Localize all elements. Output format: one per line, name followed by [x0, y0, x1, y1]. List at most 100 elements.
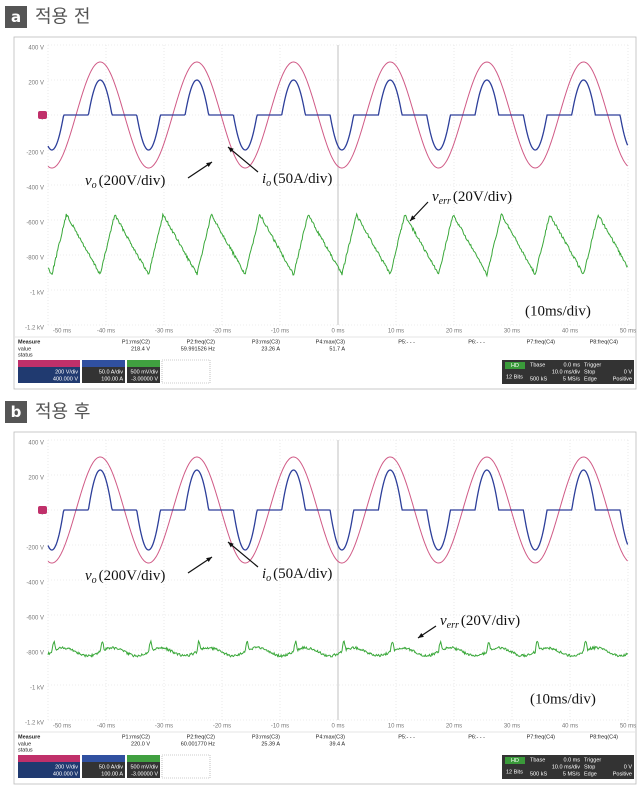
measure-param: P4:max(C3): [316, 339, 346, 345]
x-tick-label: -40 ms: [97, 724, 115, 730]
y-tick-label: -400 V: [26, 186, 44, 192]
io-label-scale: (50A/div): [273, 171, 332, 187]
y-tick-label: -1 kV: [30, 686, 44, 692]
trigger-title: Trigger: [584, 362, 601, 368]
measure-param: P4:max(C3): [316, 734, 346, 740]
y-tick-label: -200 V: [26, 151, 44, 157]
timebase-samples: 500 kS: [530, 771, 547, 777]
x-tick-label: 50 ms: [620, 724, 636, 730]
y-tick-label: -800 V: [26, 256, 44, 262]
x-tick-label: 20 ms: [446, 724, 462, 730]
measure-param: P6:- - -: [468, 734, 485, 740]
y-tick-label: -400 V: [26, 581, 44, 587]
vo-label-subscript: o: [92, 180, 97, 191]
x-tick-label: 10 ms: [388, 724, 404, 730]
measure-param: P2:freq(C2): [187, 734, 216, 740]
y-tick-label: 400 V: [28, 46, 44, 52]
acq-mode: HD: [511, 758, 519, 764]
io-label-scale: (50A/div): [273, 566, 332, 582]
timebase-rate: 5 MS/s: [563, 376, 580, 382]
trigger-type: Edge: [584, 771, 597, 777]
verr-label-scale: (20V/div): [461, 613, 520, 629]
measure-param: P8:freq(C4): [590, 734, 619, 740]
y-tick-label: -800 V: [26, 651, 44, 657]
trigger-mode: Stop: [584, 764, 595, 770]
timebase-delay: 0.0 ms: [563, 757, 580, 763]
channel-scale: 50.0 A/div: [99, 764, 123, 770]
y-tick-label: -200 V: [26, 546, 44, 552]
x-tick-label: -10 ms: [271, 329, 289, 335]
y-tick-label: 200 V: [28, 81, 44, 87]
acq-mode: HD: [511, 363, 519, 369]
channel-offset: 100.00 A: [101, 376, 123, 382]
measure-param: P2:freq(C2): [187, 339, 216, 345]
verr-label-subscript: err: [447, 620, 459, 631]
channel-marker: [38, 506, 47, 514]
x-tick-label: 40 ms: [562, 329, 578, 335]
measure-param: P6:- - -: [468, 339, 485, 345]
y-tick-label: -1.2 kV: [25, 326, 44, 332]
scope-screen: [14, 37, 636, 389]
verr-label-subscript: err: [439, 196, 451, 207]
y-tick-label: 400 V: [28, 441, 44, 447]
time-scale-label: (10ms/div): [525, 303, 591, 319]
channel-header: [82, 755, 125, 762]
trigger-level: 0 V: [624, 369, 633, 375]
channel-scale: 200 V/div: [55, 369, 78, 375]
measure-value: 39.4 A: [329, 741, 345, 747]
channel-offset: 400.000 V: [53, 771, 78, 777]
measure-title: Measure: [18, 734, 40, 740]
vo-label-scale: (200V/div): [99, 568, 166, 584]
channel-offset: 400.000 V: [53, 376, 78, 382]
acq-bits: 12 Bits: [506, 374, 523, 380]
y-tick-label: -600 V: [26, 616, 44, 622]
measure-value: 60.001770 Hz: [181, 741, 215, 747]
x-tick-label: 30 ms: [504, 724, 520, 730]
x-tick-label: 40 ms: [562, 724, 578, 730]
io-label: io(50A/div): [262, 566, 332, 584]
x-tick-label: -20 ms: [213, 329, 231, 335]
trigger-type: Edge: [584, 376, 597, 382]
acq-bits: 12 Bits: [506, 769, 523, 775]
measure-param: P1:rms(C2): [122, 734, 150, 740]
measure-param: P8:freq(C4): [590, 339, 619, 345]
x-tick-label: -10 ms: [271, 724, 289, 730]
vo-label-subscript: o: [92, 575, 97, 586]
timebase-title: Tbase: [530, 362, 545, 368]
measure-value: 218.4 V: [131, 346, 150, 352]
measure-param: P1:rms(C2): [122, 339, 150, 345]
x-tick-label: 0 ms: [331, 329, 344, 335]
channel-offset: 100.00 A: [101, 771, 123, 777]
x-tick-label: -40 ms: [97, 329, 115, 335]
timebase-delay: 0.0 ms: [563, 362, 580, 368]
measure-value: 51.7 A: [329, 346, 345, 352]
measure-row-label: status: [18, 352, 33, 358]
channel-offset: -3.00000 V: [131, 376, 158, 382]
vo-label-scale: (200V/div): [99, 173, 166, 189]
timebase-scale: 10.0 ms/div: [552, 764, 580, 770]
panel-title: 적용 후: [35, 402, 90, 423]
io-label-subscript: o: [266, 178, 271, 189]
measure-row-label: status: [18, 747, 33, 753]
channel-header: [127, 360, 160, 367]
timebase-rate: 5 MS/s: [563, 771, 580, 777]
io-label: io(50A/div): [262, 171, 332, 189]
channel-header: [18, 755, 80, 762]
measure-value: 23.26 A: [261, 346, 280, 352]
y-tick-label: -600 V: [26, 221, 44, 227]
x-tick-label: -30 ms: [155, 329, 173, 335]
x-tick-label: 30 ms: [504, 329, 520, 335]
x-tick-label: -20 ms: [213, 724, 231, 730]
figure: a적용 전400 V200 V0-200 V-400 V-600 V-800 V…: [0, 0, 644, 785]
io-label-subscript: o: [266, 573, 271, 584]
channel-scale: 500 mV/div: [130, 369, 158, 375]
trigger-slope: Positive: [613, 376, 632, 382]
x-tick-label: -30 ms: [155, 724, 173, 730]
channel-scale: 50.0 A/div: [99, 369, 123, 375]
channel-header: [82, 360, 125, 367]
channel-scale: 500 mV/div: [130, 764, 158, 770]
panel-title: 적용 전: [35, 7, 90, 28]
measure-param: P3:rms(C3): [252, 734, 280, 740]
y-tick-label: -1.2 kV: [25, 721, 44, 727]
